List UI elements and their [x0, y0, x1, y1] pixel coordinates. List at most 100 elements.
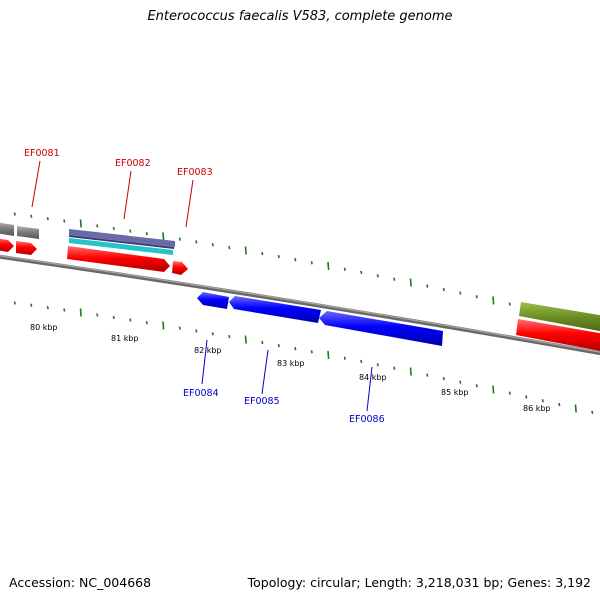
upper-tick [508, 302, 511, 306]
genome-summary-text: Topology: circular; Length: 3,218,031 bp… [247, 575, 591, 590]
cds-arrow-ef0083[interactable] [172, 261, 188, 275]
kbp-label-86: 86 kbp [523, 404, 551, 413]
lower-tick [327, 350, 330, 360]
upper-tick [475, 295, 478, 299]
lower-tick [310, 350, 313, 354]
cds-arrow-ef0082[interactable] [67, 246, 170, 272]
lower-tick [574, 404, 577, 413]
upper-tick [492, 296, 495, 305]
upper-tick [79, 219, 82, 228]
cds-arrow-1[interactable] [0, 238, 14, 252]
lower-tick [30, 303, 33, 307]
upper-tick [195, 240, 198, 244]
lower-tick [261, 340, 264, 345]
kbp-label-85: 85 kbp [441, 388, 469, 397]
upper-tick [310, 261, 313, 265]
upper-tick [162, 232, 165, 241]
lower-tick [525, 395, 528, 399]
purple-band-ef0082[interactable] [69, 229, 175, 247]
map-title: Enterococcus faecalis V583, complete gen… [147, 9, 453, 24]
upper-tick [112, 226, 115, 231]
gene-label-ef0082[interactable]: EF0082 [115, 158, 151, 169]
navy-band-ef0082[interactable] [69, 235, 174, 249]
lower-tick [459, 380, 462, 384]
cds-arrow-ef0085[interactable] [229, 296, 321, 323]
lower-tick [508, 391, 511, 395]
cyan-band-ef0082[interactable] [69, 238, 173, 255]
lower-tick [178, 326, 181, 330]
gene-label-ef0086[interactable]: EF0086 [349, 414, 385, 425]
olive-feature[interactable] [519, 302, 600, 332]
lower-tick [442, 376, 445, 381]
lower-tick [112, 315, 115, 320]
lower-tick [228, 334, 231, 339]
upper-tick [228, 245, 231, 250]
upper-tick [261, 251, 264, 256]
upper-tick [129, 229, 132, 233]
gray-feature-left[interactable] [0, 222, 14, 236]
upper-tick [442, 287, 445, 292]
kbp-label-80: 80 kbp [30, 323, 58, 332]
upper-tick [145, 232, 148, 236]
lower-tick [195, 329, 198, 333]
upper-tick [13, 212, 16, 216]
upper-tick [277, 254, 280, 259]
upper-tick [244, 246, 247, 255]
upper-tick [409, 278, 412, 287]
upper-tick [63, 219, 66, 223]
upper-tick [376, 274, 379, 278]
kbp-label-82: 82 kbp [194, 346, 222, 355]
gene-label-ef0083[interactable]: EF0083 [177, 167, 213, 178]
lower-tick [409, 367, 412, 376]
lower-tick [13, 301, 16, 305]
cds-arrow-ef0086[interactable] [319, 311, 443, 346]
lower-tick [426, 373, 429, 377]
lower-tick [129, 318, 132, 322]
kbp-label-81: 81 kbp [111, 334, 139, 343]
accession-text: Accession: NC_004668 [9, 575, 152, 590]
upper-tick [294, 258, 297, 262]
lower-tick [294, 347, 297, 351]
reverse-gene-labels: EF0084 EF0085 EF0086 [183, 339, 385, 425]
kbp-scale-labels: 80 kbp 81 kbp 82 kbp 83 kbp 84 kbp 85 kb… [30, 323, 551, 413]
cds-arrow-2[interactable] [16, 241, 37, 255]
lower-tick [96, 313, 99, 317]
upper-tick [393, 277, 396, 281]
gray-feature-ef0081[interactable] [17, 226, 39, 239]
upper-tick [30, 214, 33, 218]
upper-tick [343, 267, 346, 271]
lower-tick [492, 385, 495, 394]
upper-tick [211, 243, 214, 247]
lower-tick [79, 308, 82, 317]
lower-tick [211, 332, 214, 336]
upper-tick [46, 216, 49, 221]
lower-tick-row [13, 301, 594, 415]
gene-label-ef0084[interactable]: EF0084 [183, 388, 219, 399]
upper-tick [459, 291, 462, 295]
lower-tick [343, 356, 346, 360]
kbp-label-84: 84 kbp [359, 373, 387, 382]
lower-tick [360, 359, 363, 364]
cds-arrow-right[interactable] [516, 319, 600, 352]
lower-tick [46, 305, 49, 310]
upper-tick [426, 284, 429, 288]
reverse-features [197, 292, 443, 346]
gene-label-ef0081[interactable]: EF0081 [24, 148, 60, 159]
upper-tick [327, 261, 330, 271]
lower-tick [541, 399, 544, 403]
lower-tick [277, 343, 280, 348]
lower-tick [162, 321, 165, 330]
lower-tick [376, 363, 379, 367]
lower-tick [393, 366, 396, 370]
lower-tick [558, 402, 561, 407]
upper-tick [178, 237, 181, 241]
lower-tick [475, 384, 478, 388]
upper-tick [360, 270, 363, 275]
upper-tick [96, 224, 99, 228]
gene-label-ef0085[interactable]: EF0085 [244, 396, 280, 407]
forward-gene-labels: EF0081 EF0082 EF0083 [24, 148, 213, 228]
cds-arrow-ef0084[interactable] [197, 292, 229, 309]
lower-tick [591, 410, 594, 415]
genome-backbone [0, 254, 600, 356]
